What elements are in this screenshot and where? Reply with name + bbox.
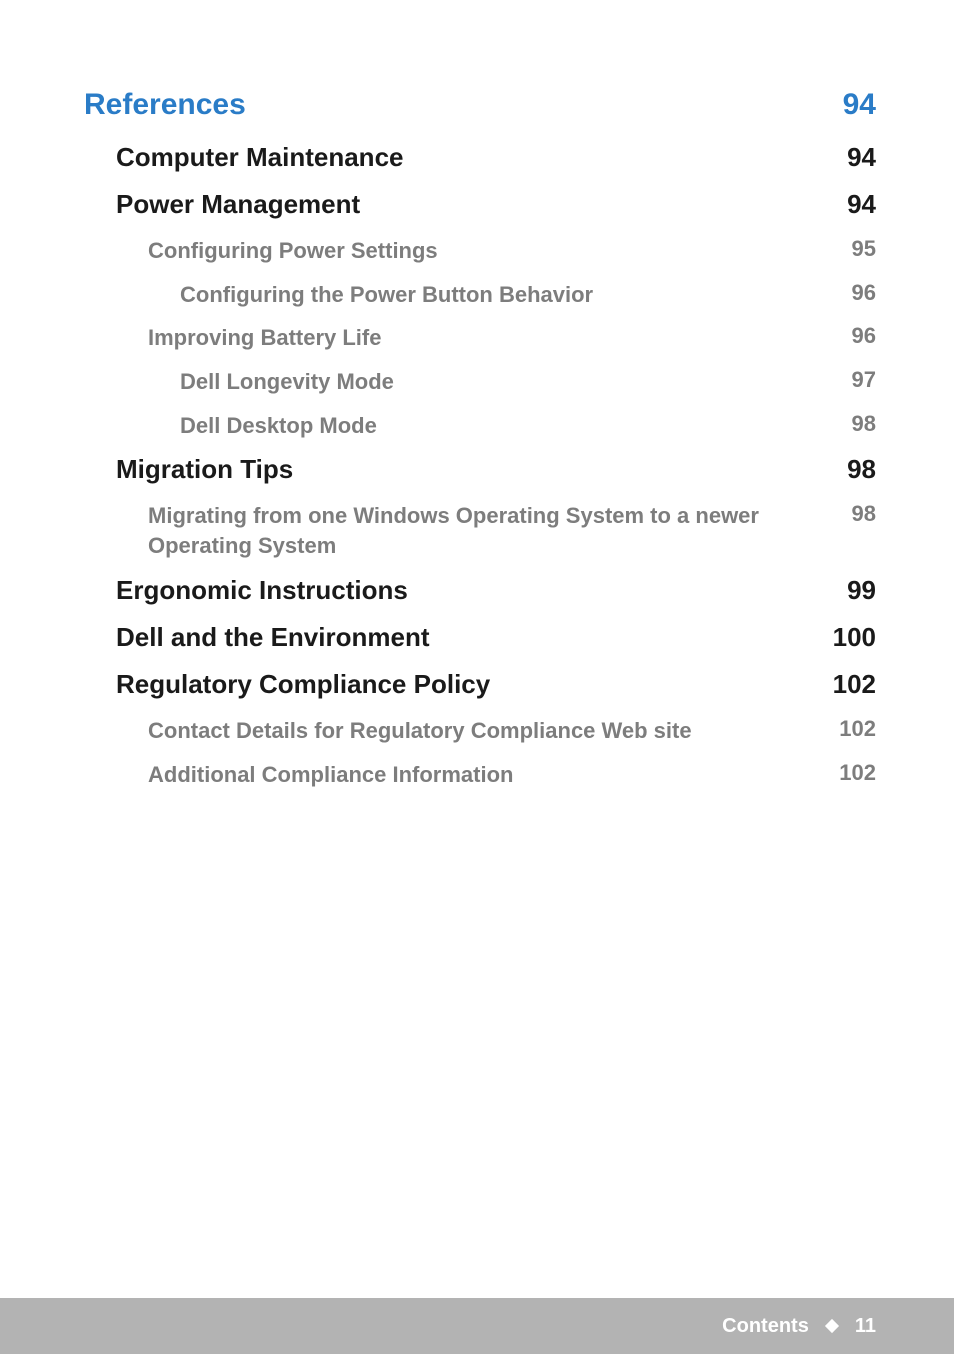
toc-entry-dell-desktop-mode[interactable]: Dell Desktop Mode 98 (84, 411, 876, 441)
toc-entry-power-management[interactable]: Power Management 94 (84, 189, 876, 220)
toc-entry-title: References (84, 88, 812, 122)
toc-entry-page: 96 (812, 323, 876, 349)
toc-entry-page: 98 (812, 411, 876, 437)
toc-entry-page: 102 (812, 716, 876, 742)
toc-entry-configuring-power-settings[interactable]: Configuring Power Settings 95 (84, 236, 876, 266)
toc-entry-page: 98 (812, 501, 876, 527)
toc-entry-improving-battery-life[interactable]: Improving Battery Life 96 (84, 323, 876, 353)
toc-entry-migration-tips[interactable]: Migration Tips 98 (84, 454, 876, 485)
footer-section-label: Contents (722, 1315, 809, 1338)
toc-page: References 94 Computer Maintenance 94 Po… (0, 0, 954, 1354)
toc-entry-title: Configuring the Power Button Behavior (180, 280, 812, 310)
toc-entry-dell-and-the-environment[interactable]: Dell and the Environment 100 (84, 622, 876, 653)
toc-entry-contact-details-regulatory[interactable]: Contact Details for Regulatory Complianc… (84, 716, 876, 746)
toc-entry-regulatory-compliance-policy[interactable]: Regulatory Compliance Policy 102 (84, 669, 876, 700)
toc-entry-title: Improving Battery Life (148, 323, 812, 353)
toc-entry-page: 102 (812, 760, 876, 786)
toc-entry-title: Regulatory Compliance Policy (116, 669, 812, 700)
toc-entry-title: Computer Maintenance (116, 142, 812, 173)
toc-entry-computer-maintenance[interactable]: Computer Maintenance 94 (84, 142, 876, 173)
toc-entry-title: Dell and the Environment (116, 622, 812, 653)
toc-entry-title: Contact Details for Regulatory Complianc… (148, 716, 812, 746)
toc-entry-page: 98 (812, 454, 876, 485)
toc-entry-page: 100 (812, 622, 876, 653)
toc-entry-configuring-power-button-behavior[interactable]: Configuring the Power Button Behavior 96 (84, 280, 876, 310)
toc-entry-page: 97 (812, 367, 876, 393)
toc-entry-title: Migrating from one Windows Operating Sys… (148, 501, 812, 560)
toc-entry-dell-longevity-mode[interactable]: Dell Longevity Mode 97 (84, 367, 876, 397)
toc-entry-title: Dell Longevity Mode (180, 367, 812, 397)
toc-list: References 94 Computer Maintenance 94 Po… (84, 88, 876, 789)
toc-entry-page: 102 (812, 669, 876, 700)
toc-entry-title: Configuring Power Settings (148, 236, 812, 266)
toc-entry-references[interactable]: References 94 (84, 88, 876, 122)
toc-entry-page: 94 (812, 88, 876, 122)
toc-entry-title: Ergonomic Instructions (116, 575, 812, 606)
toc-entry-page: 95 (812, 236, 876, 262)
toc-entry-title: Dell Desktop Mode (180, 411, 812, 441)
footer-page-number: 11 (855, 1315, 876, 1338)
toc-entry-additional-compliance-information[interactable]: Additional Compliance Information 102 (84, 760, 876, 790)
page-footer: Contents 11 (0, 1298, 954, 1354)
toc-entry-page: 96 (812, 280, 876, 306)
toc-entry-page: 99 (812, 575, 876, 606)
toc-entry-title: Migration Tips (116, 454, 812, 485)
toc-entry-title: Power Management (116, 189, 812, 220)
toc-entry-page: 94 (812, 189, 876, 220)
toc-entry-migrating-windows-os[interactable]: Migrating from one Windows Operating Sys… (84, 501, 876, 560)
toc-entry-title: Additional Compliance Information (148, 760, 812, 790)
toc-entry-ergonomic-instructions[interactable]: Ergonomic Instructions 99 (84, 575, 876, 606)
toc-entry-page: 94 (812, 142, 876, 173)
diamond-icon (825, 1319, 839, 1333)
